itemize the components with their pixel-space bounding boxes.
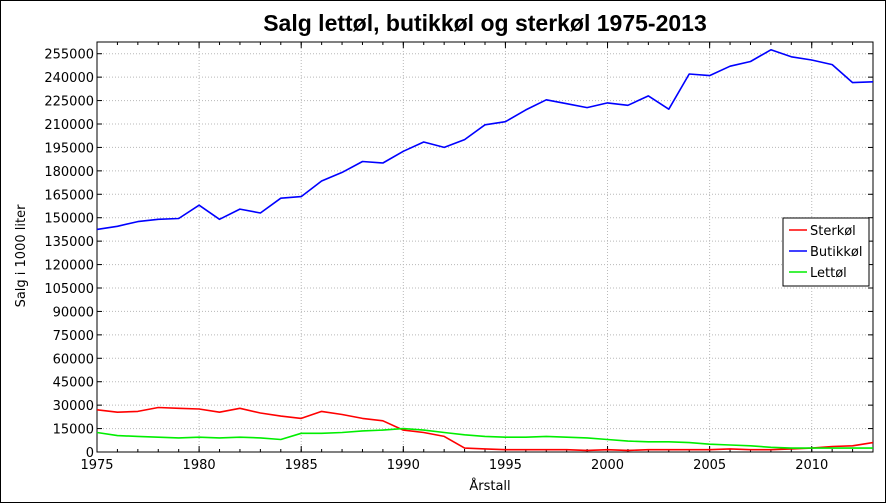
y-tick-label: 75000	[53, 329, 94, 344]
legend-label: Lettøl	[810, 266, 847, 281]
y-tick-label: 120000	[44, 259, 94, 274]
y-tick-label: 210000	[44, 118, 94, 133]
legend-label: Sterkøl	[810, 224, 856, 239]
x-tick-label: 2000	[591, 458, 624, 473]
x-tick-label: 1985	[285, 458, 318, 473]
x-axis: 1975 1980 1985 1990 1995 2000 2005 2010	[80, 42, 874, 473]
y-tick-label: 225000	[44, 95, 94, 110]
series-lines	[96, 48, 874, 452]
x-tick-label: 1975	[80, 458, 113, 473]
series-line-2	[96, 427, 873, 449]
series-line-0	[96, 406, 874, 452]
chart-title: Salg lettøl, butikkøl og sterkøl 1975-20…	[263, 10, 707, 36]
y-tick-label: 150000	[44, 212, 94, 227]
y-tick-label: 165000	[44, 188, 94, 203]
y-axis-title: Salg i 1000 liter	[14, 204, 29, 307]
x-tick-label: 1980	[183, 458, 216, 473]
x-tick-label: 2010	[795, 458, 828, 473]
y-tick-label: 105000	[44, 282, 94, 297]
y-tick-label: 180000	[44, 165, 94, 180]
x-tick-label: 1990	[387, 458, 420, 473]
plot-area	[96, 41, 874, 453]
y-tick-label: 90000	[53, 305, 94, 320]
legend: Sterkøl Butikkøl Lettøl	[782, 217, 870, 287]
y-axis: 0 15000 30000 45000 60000 75000 90000 105000 120…	[44, 48, 873, 461]
y-tick-label: 15000	[53, 423, 94, 438]
y-tick-label: 0	[86, 446, 94, 461]
grid	[96, 42, 873, 453]
y-tick-label: 240000	[44, 71, 94, 86]
y-tick-label: 45000	[53, 376, 94, 391]
x-tick-label: 2005	[693, 458, 726, 473]
y-tick-label: 195000	[44, 141, 94, 156]
legend-label: Butikkøl	[810, 245, 863, 260]
x-tick-label: 1995	[489, 458, 522, 473]
y-tick-label: 30000	[53, 399, 94, 414]
y-tick-label: 60000	[53, 352, 94, 367]
x-axis-title: Årstall	[469, 478, 510, 494]
series-line-1	[96, 48, 874, 231]
y-tick-label: 135000	[44, 235, 94, 250]
y-tick-label: 255000	[44, 48, 94, 63]
